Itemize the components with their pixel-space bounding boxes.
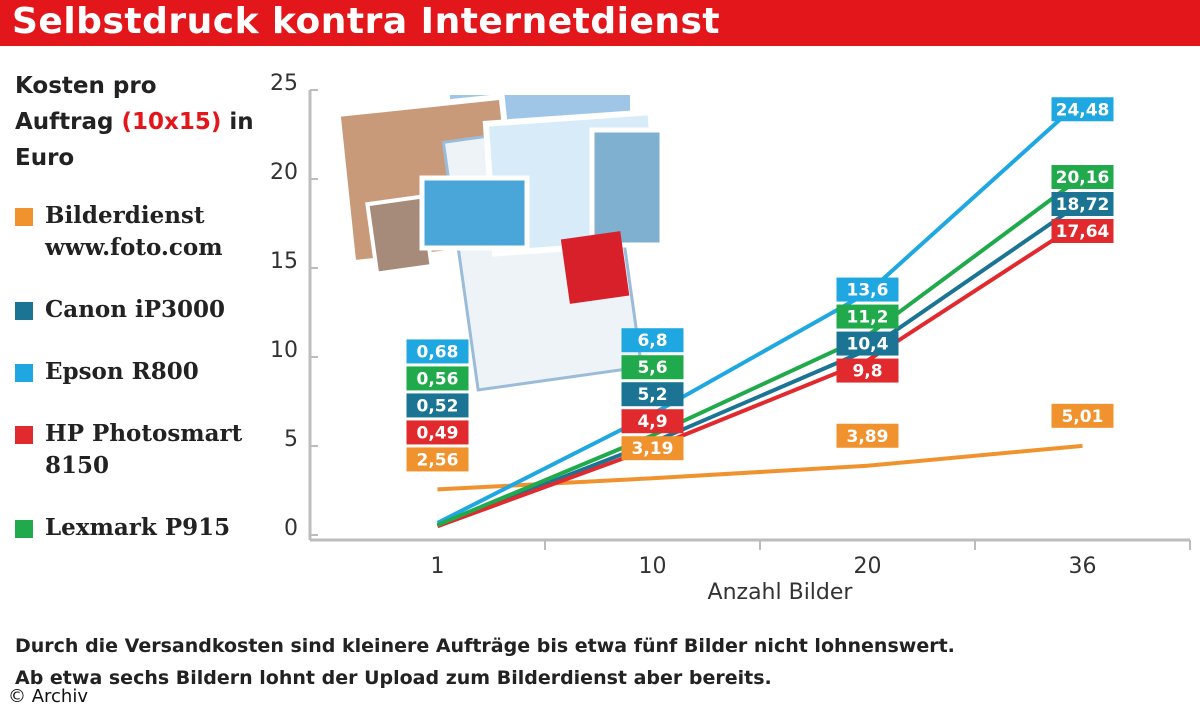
- x-tick-label: 10: [639, 554, 667, 579]
- series-line: [436, 219, 1084, 529]
- value-label-box: [836, 304, 899, 329]
- x-tick-label: 1: [431, 554, 445, 579]
- series-line: [436, 97, 1084, 525]
- title-banner: [0, 0, 1200, 46]
- y-tick-label: 10: [270, 338, 298, 363]
- value-label: 5,2: [637, 385, 667, 405]
- legend-label: Lexmark P915: [45, 514, 231, 541]
- legend-swatch: [15, 520, 33, 538]
- value-label: 24,48: [1056, 100, 1110, 120]
- legend-item: Lexmark P915: [15, 512, 255, 544]
- value-label: 2,56: [417, 450, 459, 470]
- legend-label: Epson R800: [45, 358, 199, 385]
- chart-title: Selbstdruck kontra Internetdienst: [12, 1, 721, 42]
- y-axis-label: Kosten pro Auftrag (10x15) in Euro: [15, 68, 255, 176]
- legend-label: Canon iP3000: [45, 296, 226, 323]
- credit: © Archiv: [8, 686, 88, 707]
- y-tick-label: 25: [270, 71, 298, 96]
- value-label: 5,6: [637, 358, 667, 378]
- value-label-box: [836, 277, 899, 302]
- value-label-box: [1051, 192, 1114, 217]
- value-label: 6,8: [637, 331, 667, 351]
- value-label-box: [406, 366, 469, 391]
- value-label: 4,9: [637, 412, 667, 432]
- y-label: Kosten pro Auftrag: [15, 73, 157, 135]
- value-label-box: [836, 358, 899, 383]
- legend-swatch: [15, 364, 33, 382]
- value-label: 0,56: [417, 369, 459, 389]
- value-label: 9,8: [852, 362, 882, 382]
- photo-collage: [334, 93, 665, 392]
- legend-item: Epson R800: [15, 356, 255, 388]
- legend-swatch: [15, 302, 33, 320]
- series-line: [436, 174, 1084, 527]
- value-label-box: [621, 409, 684, 434]
- series-line: [436, 200, 1084, 528]
- legend-item: Canon iP3000: [15, 294, 255, 326]
- value-label: 10,4: [847, 335, 889, 355]
- x-tick-label: 36: [1069, 554, 1097, 579]
- value-label: 5,01: [1062, 407, 1104, 427]
- photo: [419, 175, 530, 251]
- value-label-box: [1051, 165, 1114, 190]
- legend-label: HP Photosmart 8150: [45, 420, 243, 479]
- y-tick-label: 0: [284, 516, 298, 541]
- value-label: 17,64: [1056, 222, 1110, 242]
- value-label-box: [406, 339, 469, 364]
- legend-item: HP Photosmart 8150: [15, 418, 255, 482]
- legend-item: Bilderdienst www.foto.com: [15, 200, 255, 264]
- x-axis-label: Anzahl Bilder: [708, 580, 854, 605]
- value-label-box: [406, 447, 469, 472]
- value-label: 18,72: [1056, 195, 1110, 215]
- value-label: 0,68: [417, 342, 459, 362]
- y-label-suffix: in Euro: [15, 109, 254, 171]
- value-label-box: [621, 436, 684, 461]
- note-line: Durch die Versandkosten sind kleinere Au…: [15, 635, 955, 657]
- value-label: 0,49: [417, 423, 459, 443]
- y-label-unit: (10x15): [121, 109, 222, 135]
- value-label-box: [1051, 97, 1114, 122]
- value-label-box: [621, 328, 684, 353]
- legend-label: Bilderdienst www.foto.com: [45, 202, 223, 261]
- y-tick-label: 15: [270, 249, 298, 274]
- value-label-box: [621, 355, 684, 380]
- value-label-box: [836, 331, 899, 356]
- value-label-box: [1051, 403, 1114, 428]
- photo: [560, 231, 630, 304]
- value-label-box: [406, 393, 469, 418]
- value-label: 3,19: [632, 439, 674, 459]
- value-label: 13,6: [847, 281, 889, 301]
- value-label-box: [836, 423, 899, 448]
- value-label-box: [406, 420, 469, 445]
- value-label: 3,89: [847, 427, 889, 447]
- note-line: Ab etwa sechs Bildern lohnt der Upload z…: [15, 667, 772, 689]
- legend: Bilderdienst www.foto.com Canon iP3000 Eps…: [15, 200, 265, 574]
- value-label: 11,2: [847, 308, 889, 328]
- value-label-box: [1051, 219, 1114, 244]
- legend-swatch: [15, 426, 33, 444]
- photo: [589, 127, 665, 248]
- legend-swatch: [15, 208, 33, 226]
- value-label-box: [621, 382, 684, 407]
- value-label: 0,52: [417, 396, 459, 416]
- y-tick-label: 5: [284, 427, 298, 452]
- note: Durch die Versandkosten sind kleinere Au…: [15, 630, 955, 694]
- x-tick-label: 20: [854, 554, 882, 579]
- value-label: 20,16: [1056, 168, 1110, 188]
- y-tick-label: 20: [270, 160, 298, 185]
